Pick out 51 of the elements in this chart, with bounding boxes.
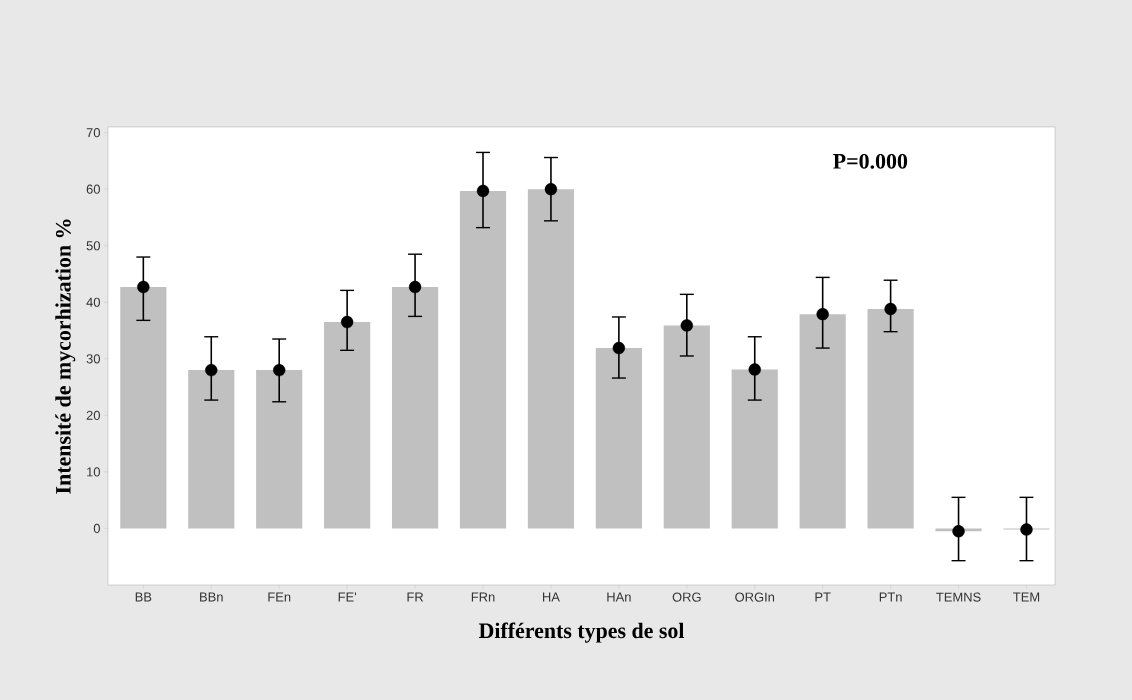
x-tick-label: BBn: [200, 592, 223, 602]
point: [680, 319, 693, 332]
bar: [188, 370, 235, 529]
point: [1020, 523, 1033, 536]
bar: [120, 287, 167, 529]
point: [408, 280, 422, 294]
point: [273, 363, 286, 377]
bar: [256, 370, 303, 529]
y-tick-label: 0: [93, 523, 100, 534]
point: [137, 280, 150, 294]
point: [205, 363, 218, 377]
y-tick-label: 30: [86, 354, 100, 364]
y-tick-label: 50: [86, 241, 100, 251]
x-axis-title: Différents types de sol: [478, 622, 685, 643]
point: [612, 341, 626, 355]
bar: [391, 287, 439, 529]
y-tick-label: 40: [86, 297, 100, 307]
bar: [595, 348, 642, 529]
point: [816, 307, 829, 321]
point: [544, 183, 558, 196]
point: [884, 302, 897, 316]
x-tick-label: BB: [135, 592, 152, 602]
x-tick-label: FR: [407, 592, 424, 602]
y-tick-label: 10: [87, 467, 100, 477]
x-tick-label: HA: [543, 592, 560, 602]
x-tick-label: PT: [815, 592, 831, 602]
point: [476, 184, 490, 198]
x-tick-label: ORG: [672, 592, 701, 602]
bar: [527, 189, 575, 529]
y-tick-label: 20: [86, 410, 100, 420]
bar: [459, 190, 507, 529]
y-axis-title: Intensité de mycorhization %: [55, 219, 76, 494]
x-tick-label: FEn: [268, 592, 291, 602]
x-tick-label: TEM: [1013, 592, 1040, 602]
bar: [663, 325, 710, 529]
x-tick-label: HAn: [607, 592, 631, 602]
point: [952, 525, 965, 538]
annotation: P=0.000: [833, 153, 908, 169]
bar: [324, 322, 371, 529]
y-tick-label: 60: [86, 184, 100, 194]
y-tick-label: 70: [86, 128, 100, 138]
point: [340, 315, 354, 329]
x-tick-label: FRn: [471, 592, 495, 602]
point: [748, 363, 761, 376]
x-tick-label: TEMNS: [936, 592, 981, 602]
bar: [731, 369, 778, 529]
x-tick-label: FE': [338, 592, 357, 602]
bar: [867, 309, 914, 529]
bar: [799, 314, 846, 529]
x-tick-label: PTn: [879, 592, 902, 602]
x-tick-label: ORGIn: [735, 592, 775, 602]
